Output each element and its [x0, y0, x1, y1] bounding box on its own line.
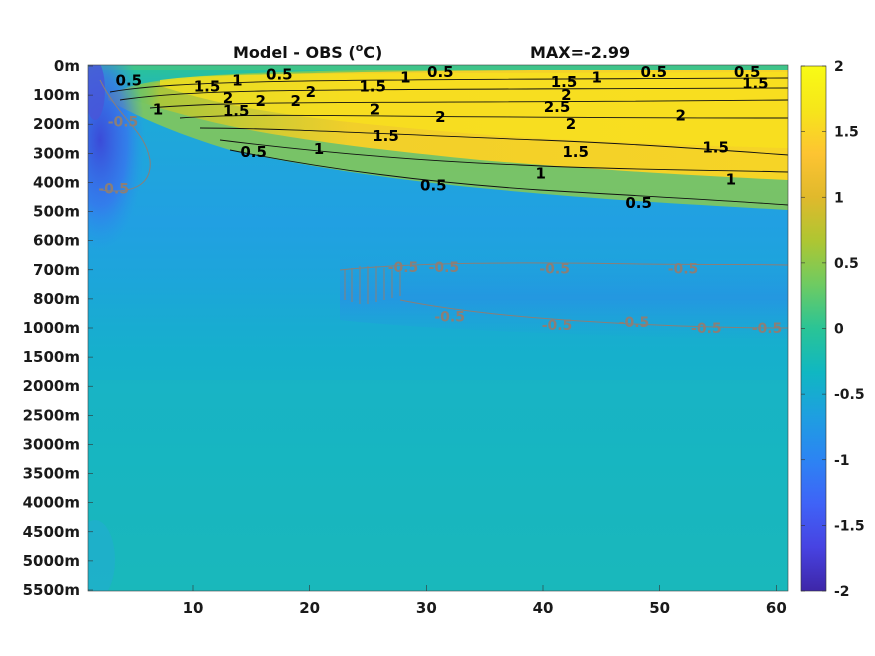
y-tick-label: 300m — [33, 144, 80, 162]
positive-contours — [109, 77, 788, 206]
y-tick-label: 1000m — [23, 319, 80, 337]
contour-label-positive: 1.5 — [359, 77, 386, 95]
y-tick-label: 800m — [33, 290, 80, 308]
y-tick-label: 3500m — [23, 465, 80, 483]
colorbar-tick-label: 1 — [834, 190, 844, 206]
contour-label-negative: -0.5 — [388, 260, 419, 276]
colorbar — [800, 65, 827, 592]
x-tick-label: 60 — [766, 599, 787, 617]
y-tick-label: 5000m — [23, 552, 80, 570]
contour-label-positive: 2 — [566, 115, 576, 133]
x-tick-label: 20 — [299, 599, 320, 617]
x-tick-label: 50 — [649, 599, 670, 617]
contour-label-positive: 2 — [255, 92, 265, 110]
contour-label-positive: 1.5 — [551, 73, 578, 91]
colorbar-tick-label: 0 — [834, 322, 844, 338]
y-tick-label: 1500m — [23, 348, 80, 366]
x-tick-label: 40 — [533, 599, 554, 617]
colorbar-tick-label: -1.5 — [834, 518, 865, 534]
contour-label-positive: 1.5 — [702, 139, 729, 157]
y-tick-label: 400m — [33, 173, 80, 191]
contour-label-negative: -0.5 — [539, 261, 570, 277]
contour-label-negative: -0.5 — [108, 114, 139, 130]
contour-label-positive: 1 — [535, 165, 545, 183]
contour-label-positive: 2 — [370, 101, 380, 119]
y-tick-label: 5500m — [23, 581, 80, 599]
y-tick-label: 200m — [33, 115, 80, 133]
y-tick-label: 2500m — [23, 406, 80, 424]
negative-contours — [99, 79, 788, 329]
x-axis-ticks: 10 20 30 40 50 60 — [183, 585, 787, 617]
y-tick-label: 100m — [33, 86, 80, 104]
chart-title: Model - OBS (oC) — [233, 41, 382, 62]
contour-label-positive: 1.5 — [372, 127, 399, 145]
colorbar-tick-label: 2 — [834, 59, 844, 75]
contour-label-positive: 2.5 — [544, 98, 571, 116]
contour-label-positive: 1 — [314, 140, 324, 158]
y-tick-label: 600m — [33, 232, 80, 250]
colorbar-ticks: 2 1.5 1 0.5 0 -0.5 -1 -1.5 -2 — [801, 59, 865, 600]
y-tick-label: 4000m — [23, 494, 80, 512]
contour-label-negative: -0.5 — [542, 318, 573, 334]
y-tick-label: 700m — [33, 261, 80, 279]
contour-label-positive: 1 — [400, 69, 410, 87]
contour-label-positive: 0.5 — [625, 194, 652, 212]
y-tick-label: 3000m — [23, 435, 80, 453]
y-tick-label: 2000m — [23, 377, 80, 395]
contour-label-positive: 2 — [561, 86, 571, 104]
x-tick-label: 10 — [183, 599, 204, 617]
contour-label-positive: 2 — [675, 106, 685, 124]
contour-label-positive: 1 — [726, 171, 736, 189]
contour-label-positive: 0.5 — [266, 66, 293, 84]
contour-label-positive: 1 — [153, 101, 163, 119]
contour-label-positive: 2 — [223, 89, 233, 107]
colorbar-tick-label: 1.5 — [834, 125, 859, 141]
contour-label-positive: 0.5 — [420, 176, 447, 194]
y-axis-ticks: 0m 100m 200m 300m 400m 500m 600m 700m 800m 1000m 1… — [23, 57, 93, 599]
x-tick-label: 30 — [416, 599, 437, 617]
contour-label-positive: 1.5 — [194, 77, 221, 95]
contour-label-negative: -0.5 — [668, 261, 699, 277]
contour-label-positive: 0.5 — [734, 63, 761, 81]
chart-max-label: MAX=-2.99 — [530, 43, 630, 62]
contour-label-positive: 1.5 — [562, 143, 589, 161]
contour-label-positive: 2 — [435, 108, 445, 126]
y-tick-label: 0m — [54, 57, 80, 75]
positive-contour-labels: 0.5 1.5 1 0.52 2 2 21.511.5 1 0.52 21.510.51.5 1 0.… — [116, 63, 769, 212]
contour-label-positive: 1.5 — [223, 102, 250, 120]
contour-label-positive: 0.5 — [240, 143, 267, 161]
contour-label-positive: 1.5 — [742, 74, 769, 92]
y-tick-label: 500m — [33, 203, 80, 221]
contour-label-positive: 1 — [591, 69, 601, 87]
colorbar-tick-label: -2 — [834, 584, 850, 600]
contour-label-negative: -0.5 — [619, 315, 650, 331]
contour-label-positive: 2 — [290, 92, 300, 110]
contour-label-positive: 0.5 — [427, 63, 454, 81]
contour-label-negative: -0.5 — [98, 181, 129, 197]
contour-label-positive: 1 — [232, 72, 242, 90]
colorbar-tick-label: 0.5 — [834, 256, 859, 272]
contour-label-positive: 2 — [306, 83, 316, 101]
colorbar-tick-label: -0.5 — [834, 387, 865, 403]
contour-label-negative: -0.5 — [752, 321, 783, 337]
negative-contour-labels: -0.5 -0.5 -0.5 -0.5 -0.5 -0.5 -0.5 -0.5 -0.5 -0.5… — [98, 114, 782, 337]
contour-label-negative: -0.5 — [691, 321, 722, 337]
y-tick-label: 4500m — [23, 523, 80, 541]
contour-label-negative: -0.5 — [434, 309, 465, 325]
contour-label-negative: -0.5 — [429, 260, 460, 276]
contour-label-positive: 0.5 — [641, 63, 668, 81]
contour-label-positive: 0.5 — [116, 72, 143, 90]
heatmap-field: 0.5 1.5 1 0.52 2 2 21.511.5 1 0.52 21.510.51.5 1 0.… — [88, 63, 788, 591]
colorbar-tick-label: -1 — [834, 453, 850, 469]
